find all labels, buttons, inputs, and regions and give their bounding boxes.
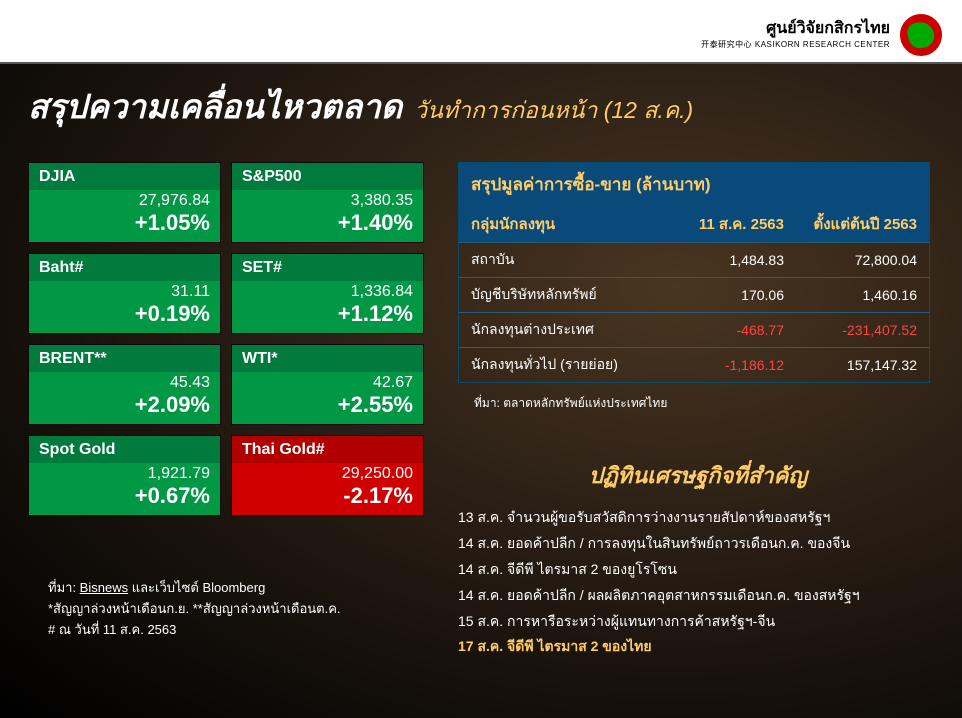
trade-day: 170.06 bbox=[651, 287, 784, 303]
logo-text-th: ศูนย์วิจัยกสิกรไทย bbox=[701, 19, 890, 40]
economic-calendar: ปฏิทินเศรษฐกิจที่สำคัญ 13 ส.ค. จำนวนผู้ข… bbox=[458, 458, 938, 660]
trade-table-title: สรุปมูลค่าการซื้อ-ขาย (ล้านบาท) bbox=[459, 163, 929, 206]
brand-logo: ศูนย์วิจัยกสิกรไทย 开泰研究中心 KASIKORN RESEA… bbox=[701, 12, 944, 58]
trade-ytd: -231,407.52 bbox=[784, 322, 917, 338]
header-divider bbox=[0, 62, 962, 64]
trade-group: บัญชีบริษัทหลักทรัพย์ bbox=[471, 284, 651, 306]
card-value: 27,976.84 bbox=[39, 192, 210, 210]
card-name: S&P500 bbox=[232, 163, 423, 190]
trade-row: นักลงทุนต่างประเทศ-468.77-231,407.52 bbox=[459, 312, 929, 347]
trade-day: 1,484.83 bbox=[651, 252, 784, 268]
trade-row: สถาบัน1,484.8372,800.04 bbox=[459, 242, 929, 277]
card-change: +0.19% bbox=[39, 301, 210, 327]
trade-row: บัญชีบริษัทหลักทรัพย์170.061,460.16 bbox=[459, 277, 929, 312]
card-value: 3,380.35 bbox=[242, 192, 413, 210]
card-change: -2.17% bbox=[242, 483, 413, 509]
market-footnote: ที่มา: Bisnews และเว็บไซต์ Bloomberg *สั… bbox=[48, 578, 341, 640]
card-value: 1,921.79 bbox=[39, 465, 210, 483]
calendar-item: 17 ส.ค. จีดีพี ไตรมาส 2 ของไทย bbox=[458, 634, 938, 660]
card-value: 45.43 bbox=[39, 374, 210, 392]
market-card: SET# 1,336.84+1.12% bbox=[231, 253, 424, 334]
trade-group: สถาบัน bbox=[471, 249, 651, 271]
card-name: SET# bbox=[232, 254, 423, 281]
calendar-item: 14 ส.ค. จีดีพี ไตรมาส 2 ของยูโรโซน bbox=[458, 557, 938, 583]
trade-group: นักลงทุนต่างประเทศ bbox=[471, 319, 651, 341]
calendar-title: ปฏิทินเศรษฐกิจที่สำคัญ bbox=[458, 458, 938, 493]
card-value: 1,336.84 bbox=[242, 283, 413, 301]
card-value: 31.11 bbox=[39, 283, 210, 301]
trade-group: นักลงทุนทั่วไป (รายย่อย) bbox=[471, 354, 651, 376]
card-name: Baht# bbox=[29, 254, 220, 281]
market-card: Spot Gold 1,921.79+0.67% bbox=[28, 435, 221, 516]
card-change: +0.67% bbox=[39, 483, 210, 509]
page-title: สรุปความเคลื่อนไหวตลาดวันทำการก่อนหน้า (… bbox=[28, 80, 693, 133]
market-card: BRENT** 45.43+2.09% bbox=[28, 344, 221, 425]
card-value: 29,250.00 bbox=[242, 465, 413, 483]
card-change: +1.12% bbox=[242, 301, 413, 327]
card-name: DJIA bbox=[29, 163, 220, 190]
market-card: Baht# 31.11+0.19% bbox=[28, 253, 221, 334]
card-change: +1.40% bbox=[242, 210, 413, 236]
card-change: +2.09% bbox=[39, 392, 210, 418]
calendar-list: 13 ส.ค. จำนวนผู้ขอรับสวัสดิการว่างงานราย… bbox=[458, 505, 938, 660]
trade-ytd: 157,147.32 bbox=[784, 357, 917, 373]
calendar-item: 14 ส.ค. ยอดค้าปลีก / ผลผลิตภาคอุตสาหกรรม… bbox=[458, 583, 938, 609]
card-change: +1.05% bbox=[39, 210, 210, 236]
page-subtitle: วันทำการก่อนหน้า (12 ส.ค.) bbox=[414, 97, 693, 123]
market-card: Thai Gold# 29,250.00-2.17% bbox=[231, 435, 424, 516]
card-name: BRENT** bbox=[29, 345, 220, 372]
market-card: WTI* 42.67+2.55% bbox=[231, 344, 424, 425]
logo-circle-icon bbox=[898, 12, 944, 58]
market-card: S&P500 3,380.35+1.40% bbox=[231, 162, 424, 243]
calendar-item: 13 ส.ค. จำนวนผู้ขอรับสวัสดิการว่างงานราย… bbox=[458, 505, 938, 531]
trade-row: นักลงทุนทั่วไป (รายย่อย)-1,186.12157,147… bbox=[459, 347, 929, 382]
market-card: DJIA 27,976.84+1.05% bbox=[28, 162, 221, 243]
trade-ytd: 72,800.04 bbox=[784, 252, 917, 268]
trade-table: สรุปมูลค่าการซื้อ-ขาย (ล้านบาท) กลุ่มนัก… bbox=[458, 162, 930, 383]
market-cards-grid: DJIA 27,976.84+1.05% S&P500 3,380.35+1.40% B… bbox=[28, 162, 424, 516]
card-value: 42.67 bbox=[242, 374, 413, 392]
trade-source: ที่มา: ตลาดหลักทรัพย์แห่งประเทศไทย bbox=[458, 394, 667, 413]
calendar-item: 15 ส.ค. การหารือระหว่างผู้แทนทางการค้าสห… bbox=[458, 609, 938, 635]
logo-text-cn: 开泰研究中心 KASIKORN RESEARCH CENTER bbox=[701, 40, 890, 50]
trade-day: -468.77 bbox=[651, 322, 784, 338]
calendar-item: 14 ส.ค. ยอดค้าปลีก / การลงทุนในสินทรัพย์… bbox=[458, 531, 938, 557]
card-name: Spot Gold bbox=[29, 436, 220, 463]
trade-day: -1,186.12 bbox=[651, 357, 784, 373]
card-change: +2.55% bbox=[242, 392, 413, 418]
trade-table-body: สถาบัน1,484.8372,800.04บัญชีบริษัทหลักทร… bbox=[459, 242, 929, 382]
trade-ytd: 1,460.16 bbox=[784, 287, 917, 303]
card-name: WTI* bbox=[232, 345, 423, 372]
trade-table-header: กลุ่มนักลงทุน 11 ส.ค. 2563 ตั้งแต่ต้นปี … bbox=[459, 206, 929, 242]
card-name: Thai Gold# bbox=[232, 436, 423, 463]
